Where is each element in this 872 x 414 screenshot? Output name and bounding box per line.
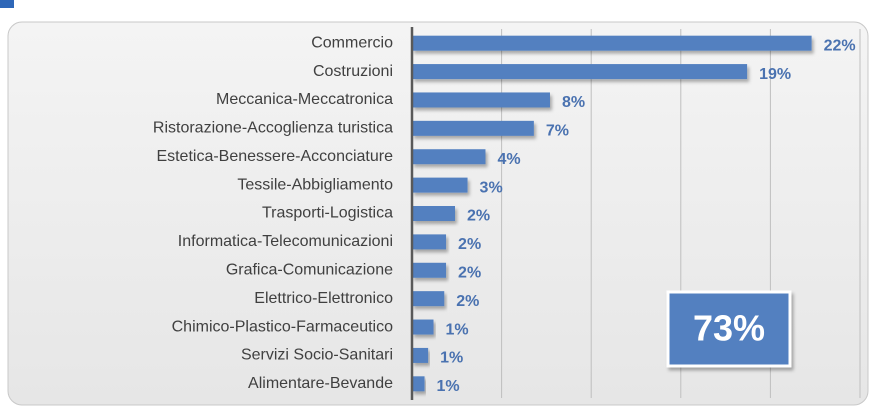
category-label: Ristorazione-Accoglienza turistica	[153, 120, 393, 137]
bar	[412, 376, 425, 392]
category-label: Tessile-Abbigliamento	[237, 176, 393, 193]
bar	[412, 64, 748, 80]
value-label: 22%	[824, 37, 856, 54]
value-label: 4%	[497, 151, 520, 168]
category-label: Commercio	[311, 34, 393, 51]
category-label: Informatica-Telecomunicazioni	[178, 233, 393, 250]
bar	[412, 120, 534, 136]
category-label: Servizi Socio-Sanitari	[241, 347, 393, 364]
category-label: Elettrico-Elettronico	[254, 290, 393, 307]
value-label: 3%	[480, 179, 503, 196]
value-label: 1%	[437, 378, 460, 395]
value-label: 2%	[458, 264, 481, 281]
category-label: Costruzioni	[313, 63, 393, 80]
category-label: Trasporti-Logistica	[262, 205, 393, 222]
value-label: 2%	[467, 208, 490, 225]
bar	[412, 149, 486, 165]
annotation-box	[666, 290, 792, 368]
category-label: Chimico-Plastico-Farmaceutico	[172, 318, 393, 335]
category-label: Meccanica-Meccatronica	[216, 91, 393, 108]
value-label: 19%	[759, 66, 791, 83]
annotation: 73%	[693, 308, 765, 349]
bar	[412, 177, 468, 193]
bar	[412, 234, 447, 250]
value-label: 8%	[562, 94, 585, 111]
category-label: Alimentare-Bevande	[248, 375, 393, 392]
bar	[412, 262, 447, 278]
bar	[412, 206, 456, 221]
category-label: Estetica-Benessere-Acconciature	[156, 148, 393, 165]
bar	[412, 35, 812, 51]
bar	[412, 92, 550, 108]
bar	[412, 347, 429, 363]
value-label: 1%	[440, 350, 463, 367]
value-label: 2%	[458, 236, 481, 253]
category-label: Grafica-Comunicazione	[226, 261, 393, 278]
title-fragment	[0, 0, 14, 8]
value-label: 2%	[456, 293, 479, 310]
value-label: 1%	[446, 321, 469, 338]
bar	[412, 291, 445, 307]
bar	[412, 319, 434, 335]
value-label: 7%	[546, 123, 569, 140]
